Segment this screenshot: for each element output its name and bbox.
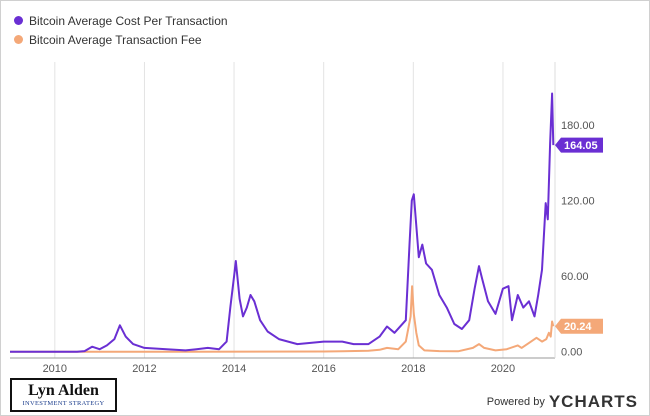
logo-subtitle: INVESTMENT STRATEGY — [22, 400, 105, 407]
x-tick-label-2020: 2020 — [491, 363, 515, 375]
transaction-fee-line — [10, 285, 555, 353]
x-tick-label-2010: 2010 — [43, 363, 67, 375]
legend-label-cost: Bitcoin Average Cost Per Transaction — [29, 13, 228, 28]
cost-per-transaction-line — [10, 92, 555, 353]
powered-by-label: Powered by — [486, 396, 545, 408]
legend: Bitcoin Average Cost Per Transaction Bit… — [14, 11, 228, 49]
legend-marker-cost — [14, 16, 23, 25]
y-tick-label-180.00: 180.00 — [561, 120, 595, 132]
logo-name: Lyn Alden — [28, 382, 99, 399]
legend-label-fee: Bitcoin Average Transaction Fee — [29, 32, 202, 47]
y-tick-label-60.00: 60.00 — [561, 271, 589, 283]
lyn-alden-logo: Lyn Alden INVESTMENT STRATEGY — [10, 378, 117, 412]
x-tick-label-2012: 2012 — [132, 363, 156, 375]
x-tick-label-2014: 2014 — [222, 363, 246, 375]
y-tick-label-0.00: 0.00 — [561, 347, 582, 359]
fee-last-value-tag — [555, 318, 603, 334]
x-tick-label-2016: 2016 — [311, 363, 335, 375]
cost-last-value-tag-text: 164.05 — [564, 140, 598, 152]
ycharts-logo: YCHARTS — [548, 392, 638, 411]
cost-last-value-tag — [555, 137, 603, 153]
legend-item-cost[interactable]: Bitcoin Average Cost Per Transaction — [14, 11, 228, 30]
y-tick-label-120.00: 120.00 — [561, 196, 595, 208]
x-tick-label-2018: 2018 — [401, 363, 425, 375]
legend-item-fee[interactable]: Bitcoin Average Transaction Fee — [14, 30, 228, 49]
fee-last-value-tag-text: 20.24 — [564, 321, 592, 333]
legend-marker-fee — [14, 35, 23, 44]
ycharts-credit[interactable]: Powered by YCHARTS — [487, 392, 638, 412]
